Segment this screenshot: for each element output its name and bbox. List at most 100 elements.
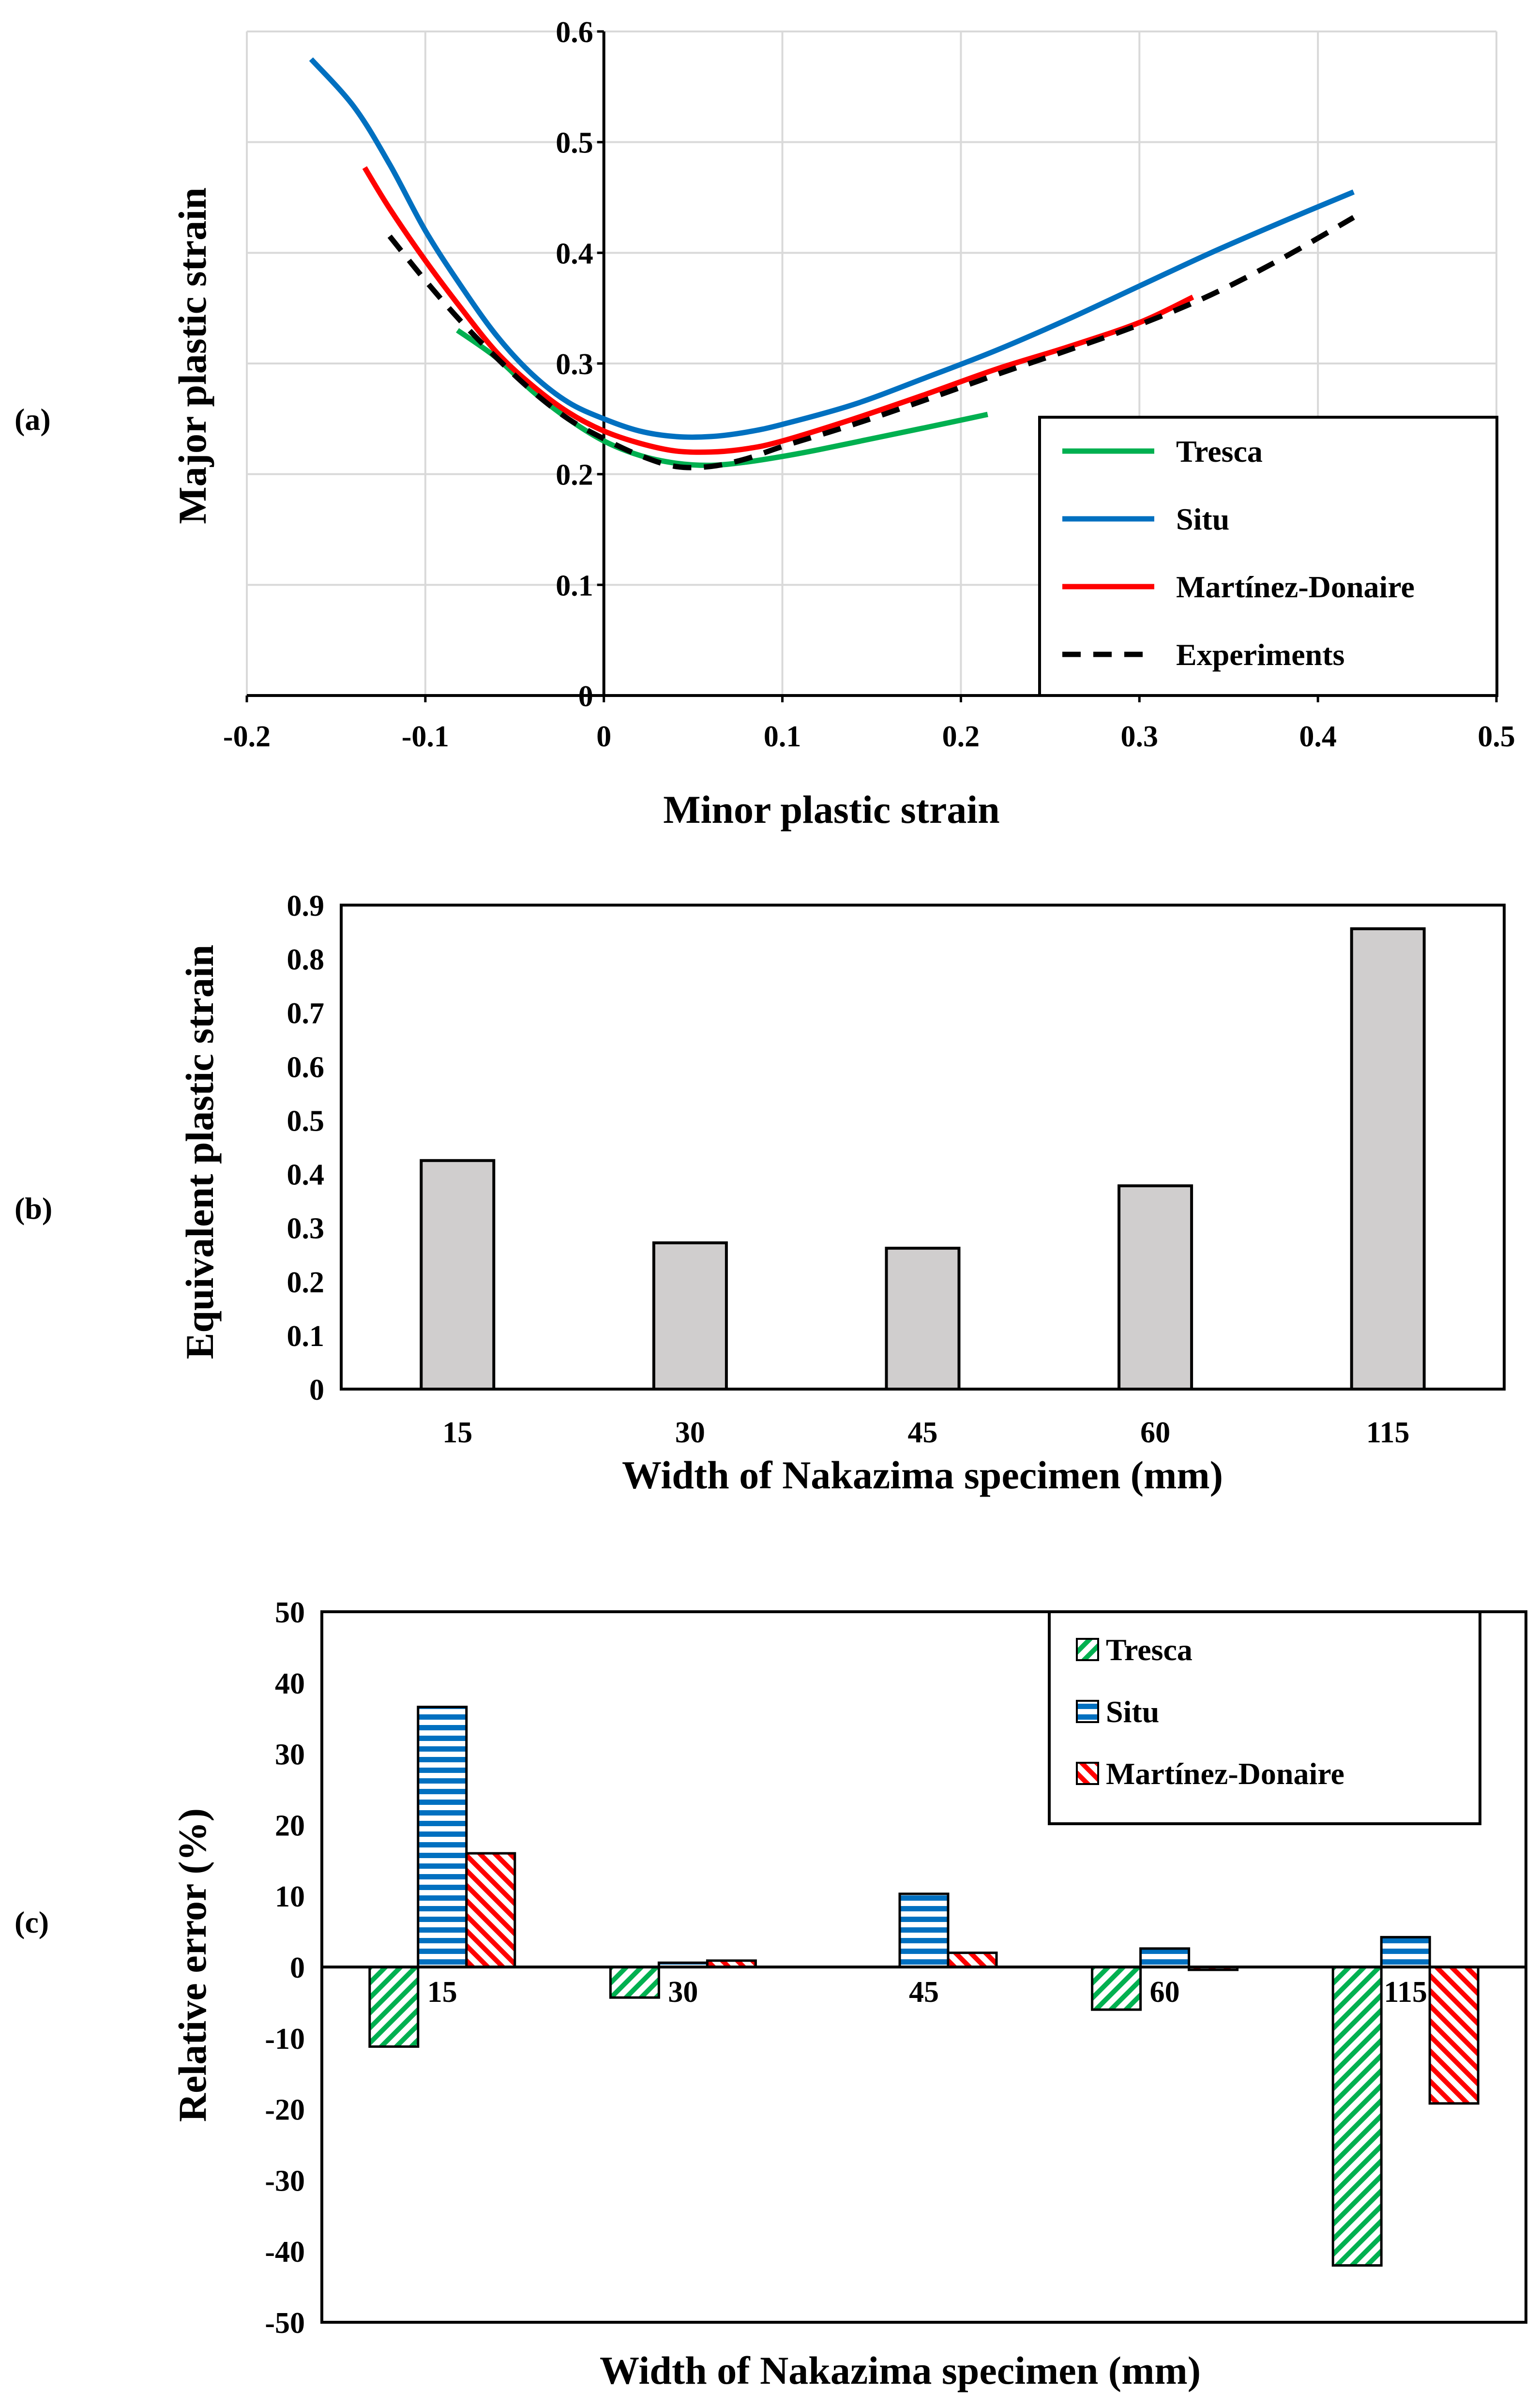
chart-b-y-tick-label: 0 [309,1374,324,1407]
chart-c-y-tick-label: 30 [275,1739,305,1771]
chart-a-series [309,57,1355,470]
chart-c-bar-mart-nez-donaire [465,1852,516,1968]
chart-c-y-tick-label: -40 [265,2236,305,2269]
chart-a-series-line-mart-nez-donaire [362,166,1194,455]
chart-b-x-tick-label: 60 [1140,1416,1170,1449]
chart-c-y-tick-label: 50 [275,1596,305,1629]
chart-a: -0.2 -0.1 0 0.1 0.2 0.3 0.4 0.5 0 0.1 0.2 0.3 0.4 0.5… [170,16,1515,832]
chart-b-y-tick-label: 0.8 [287,943,325,976]
chart-a-legend-label: Martínez-Donaire [1176,570,1415,604]
panel-label-a: (a) [15,402,51,437]
chart-c-category-label: 30 [668,1976,698,2009]
chart-a-y-tick-label: 0.6 [556,16,593,49]
chart-a-tick-labels: -0.2 -0.1 0 0.1 0.2 0.3 0.4 0.5 0 0.1 0.2 0.3 0.4 0.5… [223,16,1515,753]
chart-b-bar [652,1241,728,1391]
chart-b-x-tick-label: 15 [442,1416,472,1449]
chart-a-x-tick-label: 0.5 [1478,720,1515,753]
chart-c-y-tick-label: 10 [275,1880,305,1913]
chart-c-y-tick-label: 0 [290,1952,305,1984]
chart-b-bar [420,1159,496,1391]
chart-c-legend-swatch [1076,1638,1099,1661]
chart-b-x-axis-title: Width of Nakazima specimen (mm) [622,1453,1223,1497]
chart-c-y-tick-label: -20 [265,2094,305,2127]
chart-c-bar-mart-nez-donaire [1428,1966,1480,2105]
chart-c: -50 -40 -30 -20 -10 0 10 20 30 40 50 15 30 45 60 115 T… [170,1596,1527,2392]
chart-b-x-tick-label: 30 [675,1416,705,1449]
chart-c-category-label: 45 [909,1976,939,2009]
chart-b-y-tick-label: 0.9 [287,890,325,923]
chart-c-y-tick-label: 40 [275,1667,305,1700]
chart-c-y-tick-label: -10 [265,2023,305,2056]
chart-b-y-tick-label: 0.2 [287,1266,325,1299]
chart-b-y-tick-label: 0.4 [287,1159,325,1192]
chart-b-bar [1350,927,1426,1391]
chart-a-series-line-experiments [387,215,1355,470]
chart-a-legend: Tresca Situ Martínez-Donaire Experiments [1062,434,1415,672]
chart-b-x-tick-label: 115 [1366,1416,1410,1449]
chart-a-y-tick-label: 0.4 [556,237,593,270]
chart-a-y-tick-label: 0.1 [556,569,593,602]
chart-a-x-tick-label: -0.2 [223,720,271,753]
chart-c-tick-labels: -50 -40 -30 -20 -10 0 10 20 30 40 50 [265,1596,305,2340]
chart-a-y-tick-label: 0.5 [556,127,593,160]
chart-c-legend-label: Situ [1106,1695,1159,1729]
chart-b-y-tick-label: 0.1 [287,1320,325,1353]
chart-c-y-tick-label: 20 [275,1809,305,1842]
chart-b-y-tick-label: 0.7 [287,997,325,1030]
chart-c-category-label: 15 [427,1976,457,2009]
chart-a-y-tick-label: 0.2 [556,459,593,492]
panel-label-c: (c) [15,1905,49,1939]
chart-a-legend-label: Situ [1176,502,1229,536]
chart-a-series-line-situ [309,57,1355,440]
chart-b-y-axis-title: Equivalent plastic strain [178,945,222,1360]
chart-c-bar-situ [898,1892,950,1968]
chart-c-bar-situ [1380,1936,1431,1968]
chart-a-gridlines [246,30,1497,696]
chart-c-legend-box [1048,1610,1481,1825]
chart-b-y-tick-label: 0.5 [287,1105,325,1137]
chart-b-y-tick-label: 0.3 [287,1212,325,1245]
chart-b-bar [885,1246,961,1391]
chart-c-legend-swatch [1076,1762,1099,1785]
chart-c-legend: Tresca Situ Martínez-Donaire [1076,1633,1344,1791]
chart-c-category-labels: 15 30 45 60 115 [427,1976,1427,2009]
chart-a-legend-label: Experiments [1176,637,1344,672]
panel-label-b: (b) [15,1191,52,1226]
chart-b-bar [1117,1184,1193,1391]
chart-b: 00.10.20.30.40.50.60.70.80.915 30 45 60 115 … [178,890,1506,1497]
chart-a-legend-label: Tresca [1176,434,1263,469]
chart-a-x-tick-label: 0.3 [1121,720,1159,753]
chart-c-y-tick-label: -50 [265,2307,305,2340]
chart-c-category-label: 60 [1150,1976,1180,2009]
chart-c-legend-swatch [1076,1700,1099,1723]
chart-c-bar-situ [417,1706,468,1968]
chart-a-legend-box [1038,416,1498,697]
chart-c-y-axis-title: Relative error (%) [170,1808,214,2122]
chart-b-x-tick-label: 45 [908,1416,938,1449]
chart-b-y-tick-label: 0.6 [287,1051,325,1084]
chart-c-bar-tresca [1091,1966,1142,2011]
chart-c-bar-mart-nez-donaire [947,1952,998,1968]
chart-c-legend-label: Tresca [1106,1633,1193,1667]
chart-a-x-tick-label: -0.1 [402,720,449,753]
chart-a-x-tick-label: 0.1 [764,720,801,753]
chart-a-x-axis-title: Minor plastic strain [663,787,999,832]
chart-b-tick-labels: 0 0.1 0.2 0.3 0.4 0.5 0.6 0.7 0.8 0.9 15 30 45 60 115 [287,890,1410,1449]
chart-a-y-axis-title: Major plastic strain [170,187,214,524]
chart-a-series-line-tresca [456,328,988,468]
chart-a-y-tick-label: 0.3 [556,348,593,381]
chart-a-y-tick-label: 0 [578,680,593,713]
chart-c-bar-tresca [609,1966,660,1999]
chart-a-x-tick-label: 0 [596,720,611,753]
chart-c-bar-tresca [368,1966,420,2048]
chart-c-legend-label: Martínez-Donaire [1106,1756,1344,1791]
chart-c-y-tick-label: -30 [265,2164,305,2197]
chart-a-x-tick-label: 0.2 [942,720,980,753]
chart-c-category-label: 115 [1384,1976,1427,2009]
chart-a-x-tick-label: 0.4 [1299,720,1337,753]
chart-c-bar-situ [1139,1947,1191,1968]
chart-c-x-axis-title: Width of Nakazima specimen (mm) [600,2348,1201,2392]
chart-b-bars [420,927,1426,1391]
chart-c-bar-tresca [1331,1966,1383,2267]
